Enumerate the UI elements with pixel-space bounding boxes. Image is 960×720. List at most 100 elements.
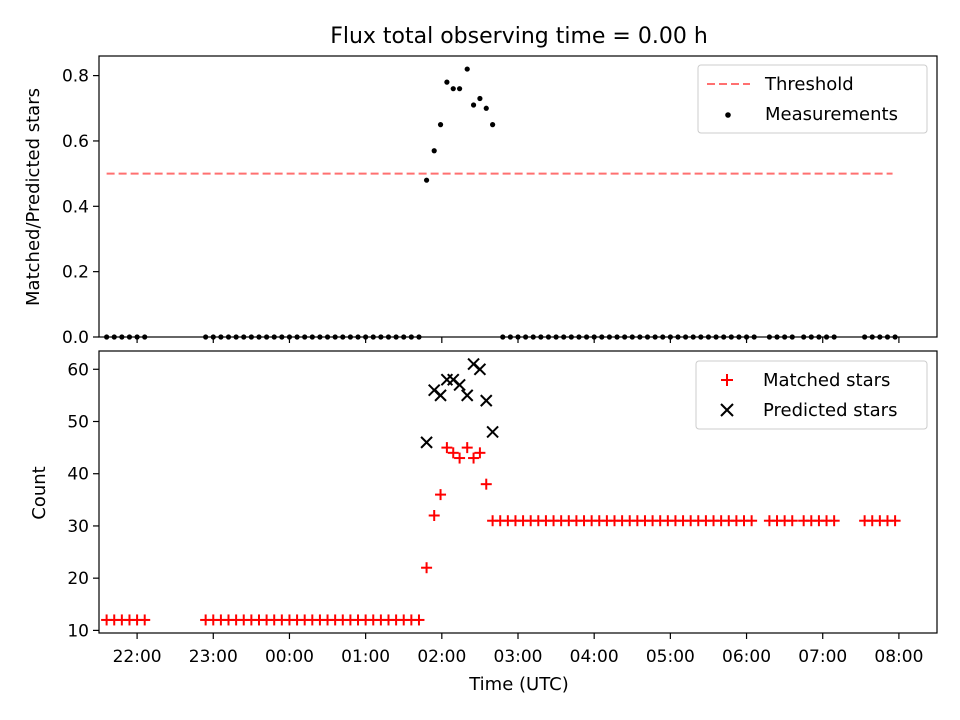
y-tick-label: 50 <box>67 413 89 433</box>
measurement-point <box>507 334 513 340</box>
matched-stars-point <box>139 614 151 626</box>
matched-stars-point <box>474 447 486 459</box>
measurement-point <box>340 334 346 340</box>
y-tick-label: 60 <box>67 360 89 380</box>
measurement-point <box>294 334 300 340</box>
bottom-legend: Matched stars Predicted stars <box>695 360 928 430</box>
measurement-point <box>248 334 254 340</box>
predicted-stars-point <box>473 363 487 376</box>
predicted-stars-point <box>453 378 466 392</box>
measurement-point <box>119 334 125 340</box>
measurement-point <box>317 334 323 340</box>
matched-stars-point <box>413 614 425 626</box>
measurement-point <box>477 95 483 102</box>
measurement-point <box>332 334 338 340</box>
measurement-point <box>576 334 582 340</box>
predicted-stars-point <box>480 394 493 407</box>
measurement-point <box>355 334 361 340</box>
legend-matched-swatch <box>721 374 733 386</box>
measurement-point <box>347 334 353 340</box>
matched-stars-point <box>828 515 840 527</box>
measurement-point <box>431 148 437 154</box>
predicted-stars-point <box>420 436 433 449</box>
measurement-point <box>869 334 875 340</box>
measurement-point <box>553 334 559 340</box>
y-tick-label: 0.0 <box>62 328 89 348</box>
measurement-point <box>104 334 110 340</box>
y-tick-label: 10 <box>67 621 89 641</box>
measurement-point <box>831 334 837 340</box>
matched-stars-point <box>441 442 453 454</box>
predicted-stars-point <box>486 425 499 439</box>
top-y-axis-label: Matched/Predicted stars <box>23 88 44 306</box>
measurement-point <box>644 334 651 340</box>
measurement-point <box>126 334 133 340</box>
measurement-point <box>483 105 489 111</box>
measurement-point <box>324 334 331 340</box>
bottom-subplot: 10 20 30 40 50 60 22:00 23:00 00:00 01:00 02:00 03… <box>29 350 938 695</box>
x-tick-label: 08:00 <box>874 647 923 667</box>
x-tick-label: 02:00 <box>417 647 466 667</box>
top-y-ticks: 0.0 0.2 0.4 0.6 0.8 <box>62 67 99 348</box>
matched-stars-point <box>447 447 459 459</box>
y-tick-label: 30 <box>67 517 89 537</box>
legend-measurements-label: Measurements <box>765 104 898 125</box>
x-axis-label: Time (UTC) <box>468 674 569 695</box>
top-legend-box <box>697 64 928 134</box>
measurement-point <box>637 334 643 340</box>
measurement-point <box>568 334 574 340</box>
x-tick-label: 00:00 <box>265 647 314 667</box>
measurement-point <box>393 334 399 340</box>
x-tick-label: 06:00 <box>722 647 771 667</box>
measurement-point <box>490 122 496 128</box>
measurement-point <box>464 66 470 72</box>
measurement-point <box>450 86 456 92</box>
measurement-point <box>416 334 422 340</box>
measurement-point <box>660 334 666 340</box>
measurement-point <box>652 334 658 340</box>
measurement-point <box>302 334 308 340</box>
measurement-point <box>241 334 247 340</box>
measurement-point <box>698 334 704 340</box>
measurement-point <box>614 334 620 340</box>
measurement-point <box>721 334 727 340</box>
x-tick-label: 01:00 <box>341 647 390 667</box>
bottom-x-ticks: 22:00 23:00 00:00 01:00 02:00 03:00 04:00 05:00… <box>113 633 923 667</box>
measurement-point <box>500 334 506 340</box>
x-tick-label: 07:00 <box>798 647 847 667</box>
x-tick-label: 03:00 <box>494 647 543 667</box>
legend-threshold-label: Threshold <box>764 74 854 95</box>
top-marks <box>104 66 898 340</box>
measurement-point <box>271 334 277 340</box>
measurement-point <box>801 334 807 340</box>
measurement-point <box>561 334 567 340</box>
matched-stars-point <box>889 515 901 527</box>
matched-stars-point <box>454 452 466 464</box>
measurement-point <box>705 334 712 340</box>
measurement-point <box>444 79 450 85</box>
measurement-point <box>690 334 696 340</box>
y-tick-label: 0.2 <box>62 263 89 283</box>
measurement-point <box>675 334 681 340</box>
y-tick-label: 0.4 <box>62 197 89 217</box>
measurement-point <box>309 334 315 340</box>
measurement-point <box>728 334 734 340</box>
x-tick-label: 05:00 <box>646 647 695 667</box>
measurement-point <box>279 334 285 340</box>
measurement-point <box>599 334 605 340</box>
measurement-point <box>782 334 788 340</box>
bottom-legend-box <box>695 360 928 430</box>
measurement-point <box>583 334 590 340</box>
measurement-point <box>606 334 613 340</box>
matched-stars-point <box>435 489 447 501</box>
measurement-point <box>892 334 898 340</box>
matched-stars-point <box>468 452 480 464</box>
x-tick-label: 04:00 <box>570 647 619 667</box>
measurement-point <box>683 334 689 340</box>
measurement-point <box>385 334 392 340</box>
measurement-point <box>437 122 444 128</box>
matched-stars-point <box>421 562 433 574</box>
x-tick-label: 23:00 <box>189 647 238 667</box>
figure-title: Flux total observing time = 0.00 h <box>330 24 708 49</box>
